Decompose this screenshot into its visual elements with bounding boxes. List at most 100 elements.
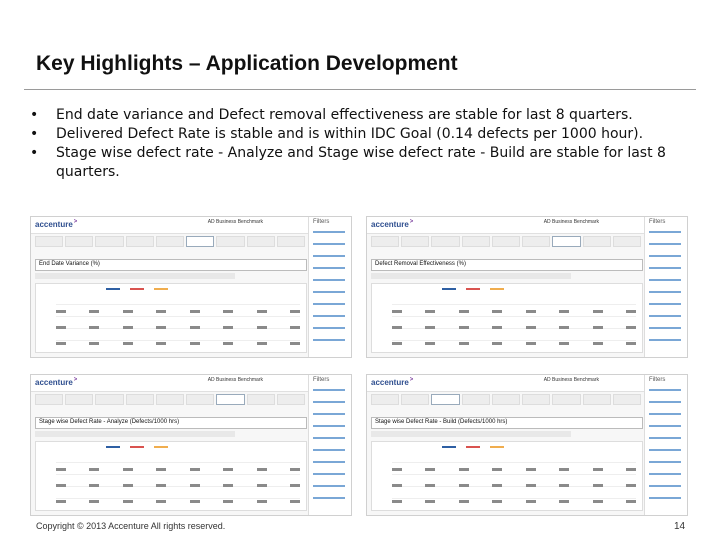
table-cell xyxy=(592,310,603,313)
dashboard-tab[interactable] xyxy=(216,236,245,247)
filter-item[interactable] xyxy=(649,267,681,269)
filter-item[interactable] xyxy=(313,315,345,317)
table-row xyxy=(392,498,636,499)
table-cell xyxy=(625,342,636,345)
table-cell xyxy=(289,484,300,487)
table-row xyxy=(392,316,636,317)
dashboard-panel: accenture AD Business Benchmark End Date V… xyxy=(30,216,352,358)
table-cell xyxy=(289,342,300,345)
filter-item[interactable] xyxy=(313,401,345,403)
filter-item[interactable] xyxy=(649,461,681,463)
filter-item[interactable] xyxy=(313,267,345,269)
filter-item[interactable] xyxy=(313,243,345,245)
dashboard-tab[interactable] xyxy=(582,394,611,405)
bullet-marker: • xyxy=(30,126,39,142)
dashboard-tab[interactable] xyxy=(35,394,64,405)
filter-item[interactable] xyxy=(313,473,345,475)
filter-item[interactable] xyxy=(313,497,345,499)
table-cell xyxy=(458,500,469,503)
filter-item[interactable] xyxy=(649,303,681,305)
dashboard-tab[interactable] xyxy=(431,236,460,247)
table-cell xyxy=(156,500,167,503)
metric-name: Stage wise Defect Rate - Build xyxy=(375,419,457,425)
filter-item[interactable] xyxy=(313,279,345,281)
filter-item[interactable] xyxy=(313,231,345,233)
filter-item[interactable] xyxy=(649,449,681,451)
table-cell xyxy=(525,310,536,313)
dashboard-tab[interactable] xyxy=(461,236,490,247)
filter-item[interactable] xyxy=(649,255,681,257)
dashboard-tab[interactable] xyxy=(246,394,275,405)
dashboard-tab[interactable] xyxy=(186,236,215,247)
dashboard-tab[interactable] xyxy=(186,394,215,405)
filter-item[interactable] xyxy=(649,425,681,427)
table-cell xyxy=(189,500,200,503)
filter-item[interactable] xyxy=(649,315,681,317)
dashboard-tab[interactable] xyxy=(371,394,400,405)
legend-swatch xyxy=(466,446,480,448)
dashboard-tab[interactable] xyxy=(461,394,490,405)
filter-item[interactable] xyxy=(649,279,681,281)
filter-item[interactable] xyxy=(649,473,681,475)
legend-swatch xyxy=(106,288,120,290)
filter-item[interactable] xyxy=(649,389,681,391)
dashboard-tab[interactable] xyxy=(65,236,94,247)
dashboard-tab[interactable] xyxy=(95,236,124,247)
filter-item[interactable] xyxy=(649,497,681,499)
metric-title: End Date Variance (%) xyxy=(39,261,100,267)
dashboard-tab[interactable] xyxy=(216,394,245,405)
filter-item[interactable] xyxy=(313,389,345,391)
filter-item[interactable] xyxy=(313,437,345,439)
dashboard-tab[interactable] xyxy=(246,236,275,247)
dashboard-tab[interactable] xyxy=(401,394,430,405)
dashboard-tab[interactable] xyxy=(371,236,400,247)
table-cell xyxy=(458,342,469,345)
table-cell xyxy=(89,326,100,329)
dashboard-tab[interactable] xyxy=(491,394,521,405)
dashboard-tab[interactable] xyxy=(552,394,581,405)
dashboard-tab[interactable] xyxy=(95,394,124,405)
filter-item[interactable] xyxy=(313,413,345,415)
filter-item[interactable] xyxy=(313,327,345,329)
filter-item[interactable] xyxy=(313,255,345,257)
filter-item[interactable] xyxy=(313,485,345,487)
filter-item[interactable] xyxy=(649,291,681,293)
filter-item[interactable] xyxy=(649,231,681,233)
filter-item[interactable] xyxy=(649,437,681,439)
filter-item[interactable] xyxy=(313,303,345,305)
filter-item[interactable] xyxy=(649,401,681,403)
dashboard-tab[interactable] xyxy=(65,394,94,405)
dashboard-tab[interactable] xyxy=(155,236,185,247)
dashboard-tab[interactable] xyxy=(552,236,581,247)
dashboard-tab[interactable] xyxy=(276,236,305,247)
dashboard-tab[interactable] xyxy=(612,236,641,247)
dashboard-tab[interactable] xyxy=(125,236,154,247)
dashboard-tab[interactable] xyxy=(522,236,551,247)
filter-item[interactable] xyxy=(649,485,681,487)
filter-item[interactable] xyxy=(313,461,345,463)
filter-item[interactable] xyxy=(649,243,681,245)
dashboard-tab[interactable] xyxy=(431,394,460,405)
value-row xyxy=(392,310,636,313)
dashboard-tab[interactable] xyxy=(125,394,154,405)
dashboard-tab[interactable] xyxy=(612,394,641,405)
dashboard-tab[interactable] xyxy=(522,394,551,405)
filter-item[interactable] xyxy=(649,327,681,329)
dashboard-tab[interactable] xyxy=(491,236,521,247)
filter-item[interactable] xyxy=(313,339,345,341)
table-cell xyxy=(189,484,200,487)
filter-item[interactable] xyxy=(313,425,345,427)
filter-item[interactable] xyxy=(313,449,345,451)
dashboard-tab[interactable] xyxy=(155,394,185,405)
filter-item[interactable] xyxy=(649,339,681,341)
filter-item[interactable] xyxy=(649,413,681,415)
dashboard-tab[interactable] xyxy=(35,236,64,247)
copyright-footer: Copyright © 2013 Accenture All rights re… xyxy=(36,521,226,531)
table-cell xyxy=(156,310,167,313)
dashboard-tab[interactable] xyxy=(276,394,305,405)
dashboard-tab[interactable] xyxy=(582,236,611,247)
dashboard-tab[interactable] xyxy=(401,236,430,247)
table-cell xyxy=(289,468,300,471)
filters-pane: Filters xyxy=(308,217,351,357)
filter-item[interactable] xyxy=(313,291,345,293)
